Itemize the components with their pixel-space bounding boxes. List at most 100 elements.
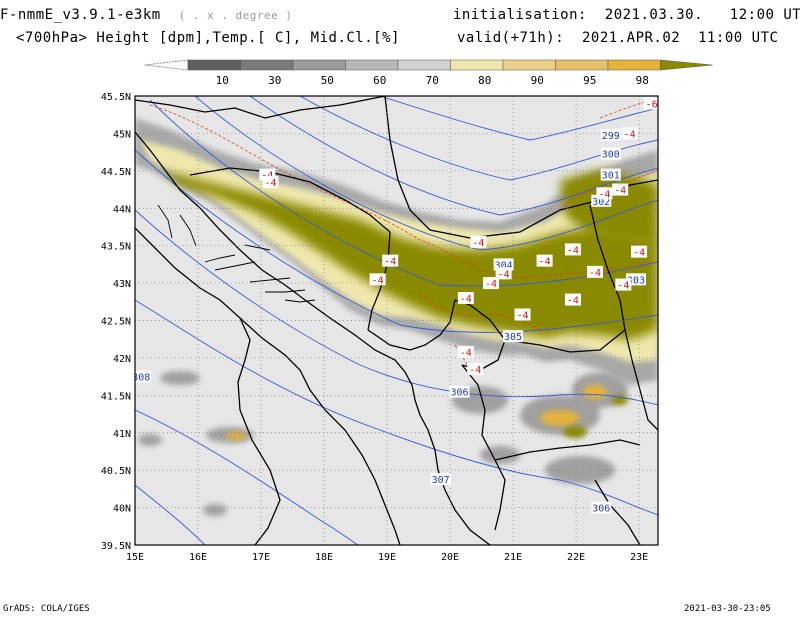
colorbar-upper-arrow xyxy=(660,59,713,71)
island xyxy=(265,289,306,293)
temp-label: -6 xyxy=(643,97,658,110)
colorbar-tick-label: 30 xyxy=(268,74,281,87)
lon-tick-label: 15E xyxy=(126,552,144,563)
cloud-patch xyxy=(203,504,227,516)
cloud-patch-core xyxy=(540,410,580,426)
temp-label-bg xyxy=(564,243,581,256)
temp-label-text: -4 xyxy=(633,248,645,259)
temp-label: -4 xyxy=(564,293,581,307)
height-contour-306 xyxy=(135,299,658,516)
border-bosnia-serbia xyxy=(367,231,391,331)
temp-label-bg xyxy=(586,265,603,278)
height-contour-305 xyxy=(135,209,658,406)
border-north-slovenia xyxy=(135,96,386,119)
islands xyxy=(157,204,316,303)
border-greece-west xyxy=(594,479,641,545)
height-label: 300 xyxy=(600,147,621,161)
latitude-labels: 45.5N 45N 44.5N 44N 43.5N 43N 42.5N 42N 41.5N 41N… xyxy=(101,92,131,552)
height-label: 301 xyxy=(600,168,621,182)
temp-label-bg xyxy=(467,363,484,376)
lon-tick-label: 20E xyxy=(441,552,459,563)
colorbar-tick-label: 60 xyxy=(373,74,386,87)
lon-tick-label: 17E xyxy=(252,552,270,563)
lat-tick-label: 44.5N xyxy=(101,167,131,178)
height-label-text: 308 xyxy=(132,373,150,384)
temp-label-text: -4 xyxy=(617,281,629,292)
temp-label: -4 xyxy=(615,278,632,292)
lat-tick-label: 40.5N xyxy=(101,466,131,477)
temp-label-text: -4 xyxy=(598,189,610,200)
temp-label-bg xyxy=(495,267,512,280)
island xyxy=(157,204,173,239)
temp-label-bg xyxy=(643,97,658,110)
lat-tick-label: 44N xyxy=(113,204,131,215)
island xyxy=(284,299,316,303)
temp-label-text: -4 xyxy=(485,279,497,290)
temp-label-text: -4 xyxy=(469,365,481,376)
height-label-text: 306 xyxy=(450,388,468,399)
height-label-text: 306 xyxy=(592,504,610,515)
temp-label: -4 xyxy=(621,127,638,140)
island xyxy=(249,277,291,283)
island xyxy=(179,214,197,247)
height-label-text: 301 xyxy=(602,171,620,182)
temp-label-text: -4 xyxy=(517,311,529,322)
height-label: 307 xyxy=(430,473,451,486)
colorbar-labels: 10 30 50 60 70 80 90 95 98 xyxy=(216,74,649,87)
colorbar-tick-label: 98 xyxy=(636,74,649,87)
temp-label: -4 xyxy=(631,245,648,259)
italy-east-coast-south xyxy=(239,317,401,545)
lon-tick-label: 21E xyxy=(504,552,522,563)
height-label-bg xyxy=(135,370,152,383)
height-labels: 299 300 301 302 304 303 305 306 308 307 306 xyxy=(132,128,646,515)
temp-label: -4 xyxy=(514,308,531,322)
temp-label-bg xyxy=(483,277,500,290)
height-label-bg xyxy=(430,473,451,486)
temp-label-text: -6 xyxy=(646,99,658,110)
temp-label-bg xyxy=(612,183,629,196)
height-label-text: 307 xyxy=(432,475,450,486)
lat-tick-label: 42.5N xyxy=(101,317,131,328)
cloud-patches-south-core xyxy=(226,385,607,440)
temp-label: -4 xyxy=(382,254,399,268)
height-label-text: 302 xyxy=(592,197,610,208)
height-label-bg xyxy=(591,501,612,514)
temp-label: -4 xyxy=(612,183,629,197)
cloud-patch-core xyxy=(226,432,246,440)
lon-tick-label: 18E xyxy=(315,552,333,563)
lat-tick-label: 41.5N xyxy=(101,391,131,402)
cloud-patch-core xyxy=(583,385,607,399)
valid-time-line: valid(+71h): 2021.APR.02 11:00 UTC xyxy=(457,30,779,46)
temp-label-bg xyxy=(615,278,632,291)
temp-label-text: -4 xyxy=(460,348,472,359)
temp-label-bg xyxy=(621,127,638,140)
colorbar-boxes xyxy=(144,59,713,71)
temp-label-text: -4 xyxy=(614,186,626,197)
border-macedonia-greece xyxy=(494,439,641,461)
height-label: 306 xyxy=(591,501,612,515)
lat-tick-label: 41N xyxy=(113,429,131,440)
border-macedonia xyxy=(504,329,626,353)
temp-label: -4 xyxy=(536,254,553,268)
temp-label: -4 xyxy=(369,273,386,286)
island xyxy=(204,254,236,263)
lon-tick-label: 23E xyxy=(630,552,648,563)
temp-label: -4 xyxy=(483,277,500,290)
footer-timestamp: 2021-03-30-23:05 xyxy=(684,604,771,614)
temp-label-bg xyxy=(369,273,386,286)
temp-label-bg xyxy=(457,292,474,305)
temp-label-bg xyxy=(262,176,279,189)
cloud-band-olive xyxy=(160,170,658,340)
temp-label: -4 xyxy=(467,363,484,376)
colorbar-tick-label: 70 xyxy=(426,74,439,87)
border-serbia-east xyxy=(589,204,626,331)
temp-label-bg xyxy=(536,254,553,267)
temp-label: -4 xyxy=(596,187,613,200)
fields-label: Height [dpm],Temp.[ C], Mid.Cl.[%] xyxy=(96,30,400,46)
temp-label-bg xyxy=(596,187,613,200)
temp-label-bg xyxy=(564,293,581,306)
temp-label-bg xyxy=(470,235,487,248)
temp-label: -4 xyxy=(262,176,279,189)
